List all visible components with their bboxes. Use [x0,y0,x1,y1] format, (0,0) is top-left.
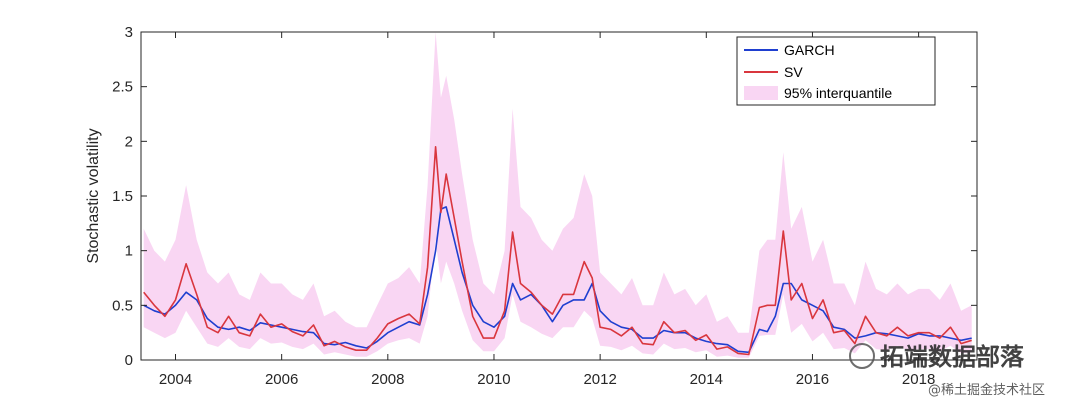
y-tick-label: 1 [125,243,133,260]
x-tick-label: 2006 [265,371,298,388]
y-tick-label: 3 [125,24,133,41]
watermark: 拓端数据部落 @稀土掘金技术社区 [849,343,1045,398]
legend-swatch-band [744,86,778,100]
y-tick-label: 0.5 [112,297,133,314]
x-tick-label: 2018 [902,371,935,388]
x-tick-label: 2012 [583,371,616,388]
x-tick-label: 2016 [796,371,829,388]
watermark-sub: @稀土掘金技术社区 [928,382,1045,398]
x-tick-label: 2010 [477,371,510,388]
x-tick-label: 2008 [371,371,404,388]
watermark-main: 拓端数据部落 [880,343,1025,371]
x-tick-label: 2014 [690,371,723,388]
y-tick-label: 0 [125,352,133,369]
legend-label-garch: GARCH [784,42,835,58]
legend-label-sv: SV [784,64,803,80]
y-tick-label: 2 [125,133,133,150]
interquantile-band [143,32,972,358]
y-tick-label: 2.5 [112,79,133,96]
y-axis-label: Stochastic volatility [85,128,102,263]
y-tick-label: 1.5 [112,188,133,205]
x-tick-label: 2004 [159,371,192,388]
legend: GARCH SV 95% interquantile [736,36,936,106]
series-line-sv [143,146,972,356]
interquantile-band-layer [143,32,972,358]
axis-ticks: 2004 2006 2008 2010 2012 2014 2016 2018 0 0.5 1 1.5… [112,24,977,388]
series-layer [143,146,972,356]
wechat-icon [849,343,875,369]
legend-label-band: 95% interquantile [784,85,892,101]
